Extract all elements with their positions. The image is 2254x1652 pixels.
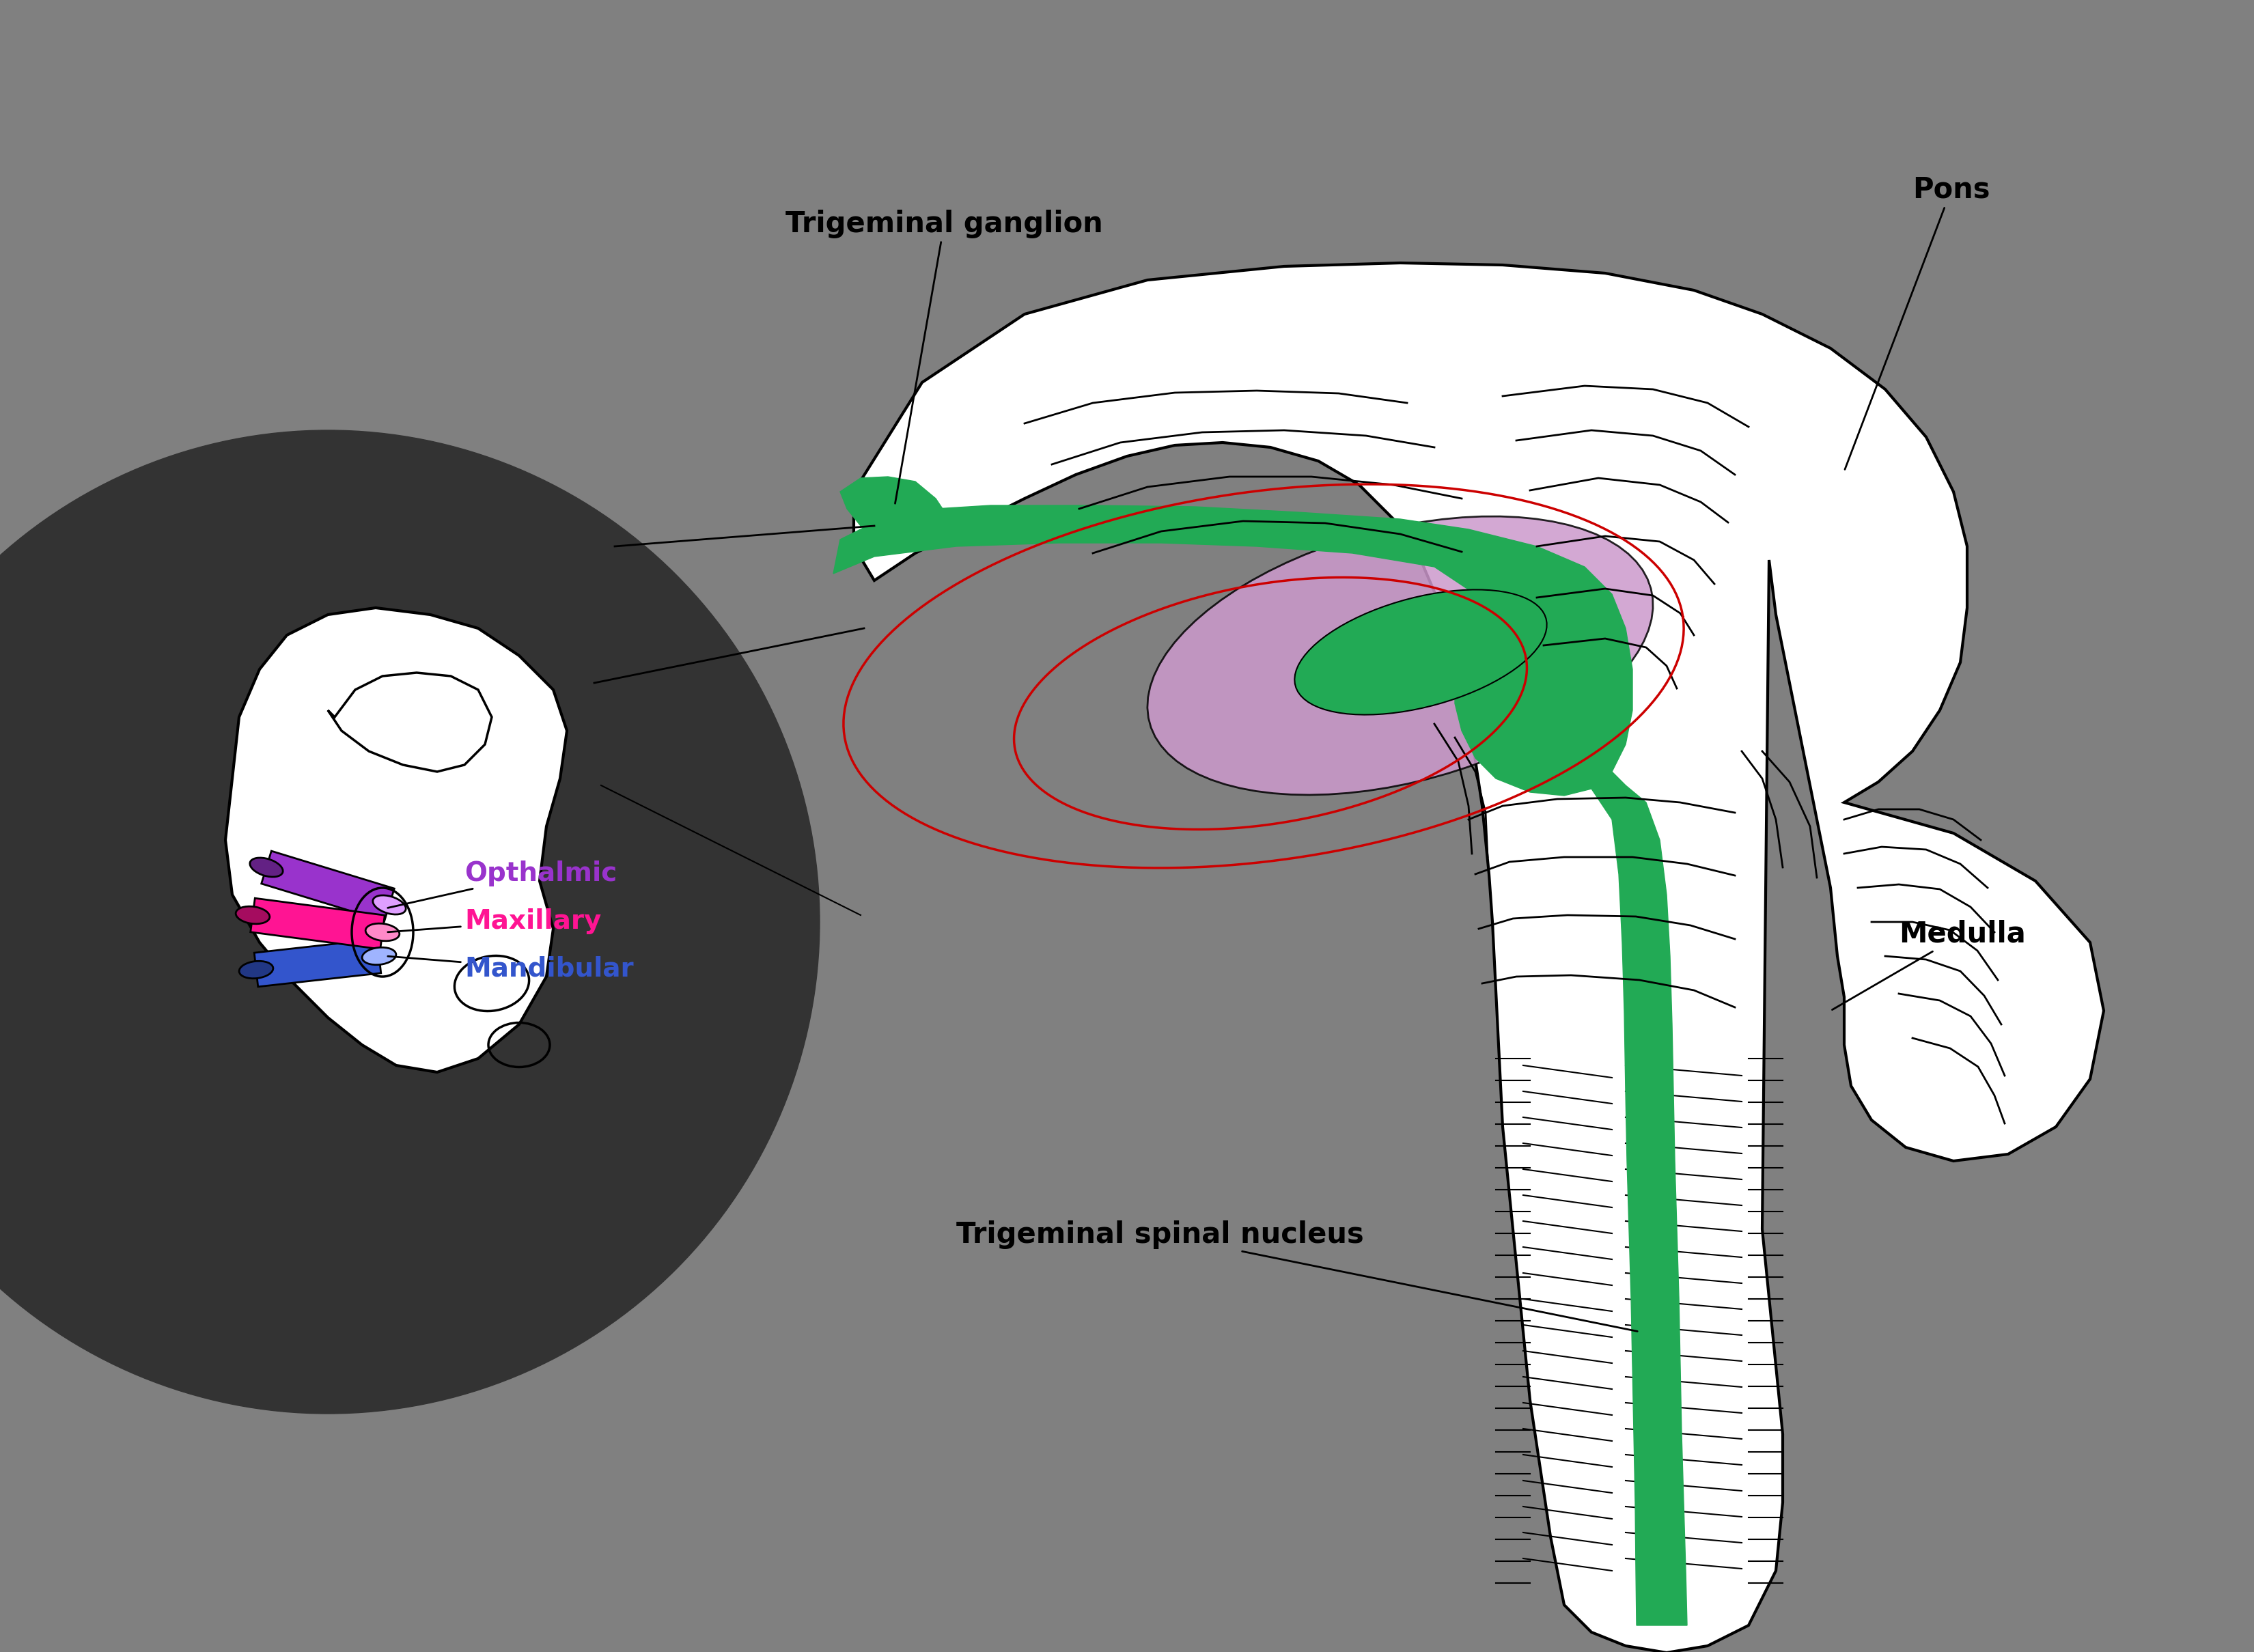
Ellipse shape (372, 895, 406, 915)
Text: Pons: Pons (1844, 175, 1990, 469)
Ellipse shape (239, 961, 273, 978)
Polygon shape (250, 899, 385, 950)
Ellipse shape (237, 907, 270, 923)
Polygon shape (255, 938, 381, 986)
Circle shape (0, 430, 820, 1414)
Text: Trigeminal ganglion: Trigeminal ganglion (784, 210, 1102, 504)
Ellipse shape (250, 857, 284, 877)
Text: Mandibular: Mandibular (388, 957, 633, 981)
Polygon shape (854, 263, 2103, 1652)
Polygon shape (261, 851, 394, 922)
Polygon shape (841, 477, 949, 547)
Polygon shape (225, 608, 568, 1072)
Polygon shape (1591, 771, 1686, 1626)
Polygon shape (1294, 590, 1546, 715)
Text: Trigeminal spinal nucleus: Trigeminal spinal nucleus (956, 1221, 1636, 1332)
Polygon shape (834, 506, 1632, 796)
Polygon shape (1147, 517, 1652, 795)
Text: Maxillary: Maxillary (388, 909, 602, 935)
Text: Opthalmic: Opthalmic (388, 861, 618, 909)
Ellipse shape (365, 923, 399, 942)
Text: Medulla: Medulla (1833, 920, 2026, 1009)
Ellipse shape (363, 947, 397, 965)
